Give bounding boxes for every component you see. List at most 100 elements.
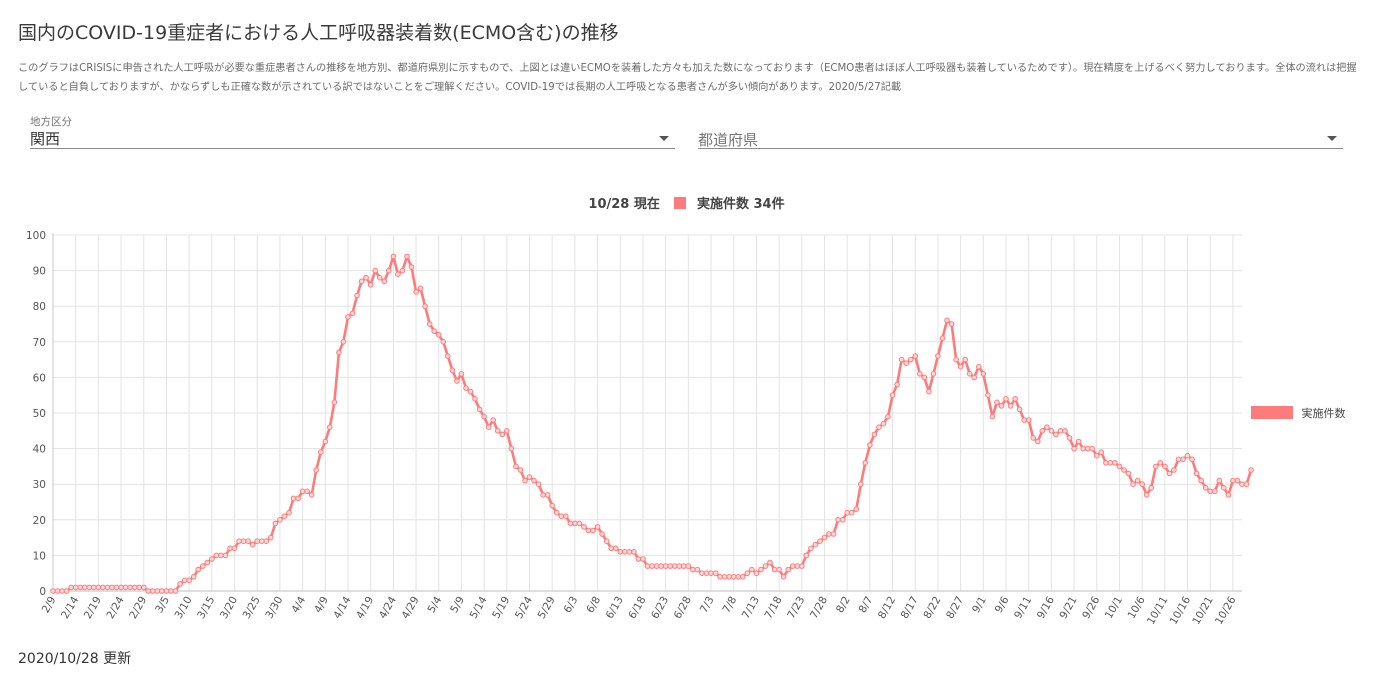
data-point bbox=[499, 431, 506, 438]
x-tick-label: 5/29 bbox=[536, 595, 558, 621]
data-point bbox=[1007, 403, 1014, 409]
data-point bbox=[631, 549, 637, 555]
data-point bbox=[322, 438, 329, 445]
data-point bbox=[435, 331, 442, 338]
x-tick-label: 5/14 bbox=[468, 594, 490, 621]
chart-legend[interactable]: 実施件数 bbox=[1251, 405, 1346, 421]
x-tick-label: 10/6 bbox=[1126, 594, 1148, 621]
data-point bbox=[195, 566, 201, 573]
x-tick-label: 10/11 bbox=[1145, 595, 1171, 627]
data-point bbox=[467, 388, 474, 395]
data-point bbox=[331, 399, 338, 406]
data-point bbox=[612, 545, 619, 552]
data-point bbox=[517, 467, 524, 473]
data-point bbox=[708, 570, 714, 577]
data-point bbox=[785, 566, 792, 573]
data-point bbox=[867, 442, 873, 448]
y-tick-label: 70 bbox=[33, 337, 46, 349]
data-point bbox=[681, 563, 687, 569]
data-point bbox=[1221, 485, 1227, 491]
x-tick-label: 7/8 bbox=[720, 595, 739, 616]
data-point bbox=[726, 574, 733, 580]
x-tick-label: 7/18 bbox=[763, 595, 785, 621]
data-point bbox=[1166, 470, 1173, 477]
page-description: このグラフはCRISISに申告された人工呼吸が必要な重症患者さんの推移を地方別、… bbox=[18, 63, 1357, 93]
chevron-down-icon[interactable] bbox=[659, 136, 669, 141]
data-point bbox=[576, 520, 583, 527]
data-point bbox=[218, 552, 224, 559]
data-point bbox=[513, 463, 519, 470]
data-point bbox=[885, 413, 891, 420]
data-point bbox=[889, 392, 896, 399]
data-point bbox=[935, 353, 941, 359]
data-point bbox=[50, 588, 56, 594]
data-point bbox=[844, 509, 851, 516]
data-point bbox=[263, 538, 270, 545]
data-point bbox=[1035, 438, 1041, 445]
data-point bbox=[358, 278, 365, 285]
data-point bbox=[259, 538, 265, 545]
legend-label: 実施件数 bbox=[1301, 407, 1346, 420]
data-point bbox=[1125, 470, 1132, 477]
data-point bbox=[417, 285, 424, 292]
data-point bbox=[154, 588, 161, 594]
data-point bbox=[676, 563, 683, 569]
data-point bbox=[658, 563, 664, 569]
data-point bbox=[572, 520, 578, 527]
data-point bbox=[957, 363, 964, 370]
data-point bbox=[494, 428, 501, 434]
data-point bbox=[240, 538, 247, 545]
data-point bbox=[1084, 445, 1091, 452]
data-point bbox=[345, 314, 351, 320]
data-point bbox=[1225, 492, 1232, 498]
data-point bbox=[181, 577, 188, 584]
x-tick-label: 9/16 bbox=[1035, 594, 1057, 621]
data-point bbox=[594, 524, 601, 530]
x-tick-label: 3/30 bbox=[263, 595, 285, 621]
data-point bbox=[1075, 438, 1082, 445]
data-point bbox=[100, 584, 106, 591]
data-point bbox=[1057, 428, 1064, 434]
data-point bbox=[553, 509, 560, 516]
data-point bbox=[744, 570, 751, 577]
data-point bbox=[821, 534, 828, 541]
data-point bbox=[740, 574, 746, 580]
x-tick-label: 4/14 bbox=[331, 594, 353, 621]
y-tick-label: 80 bbox=[33, 301, 46, 313]
data-point bbox=[426, 321, 433, 327]
data-point bbox=[808, 545, 814, 552]
data-point bbox=[1089, 445, 1095, 452]
chevron-down-icon[interactable] bbox=[1327, 136, 1337, 141]
data-point bbox=[753, 570, 760, 577]
data-point bbox=[449, 367, 456, 374]
data-point bbox=[1012, 396, 1018, 402]
region-select[interactable]: 地方区分 関西 bbox=[30, 114, 675, 149]
data-point bbox=[150, 588, 156, 594]
x-tick-label: 2/29 bbox=[127, 595, 149, 621]
y-tick-label: 10 bbox=[33, 550, 46, 562]
x-tick-label: 7/28 bbox=[808, 595, 830, 621]
x-tick-label: 2/19 bbox=[82, 595, 104, 621]
x-tick-label: 3/5 bbox=[153, 595, 172, 616]
x-tick-label: 6/3 bbox=[562, 595, 581, 616]
prefecture-select[interactable]: 都道府県 bbox=[698, 114, 1343, 149]
data-point bbox=[1094, 452, 1100, 459]
data-point bbox=[1248, 467, 1254, 473]
data-point bbox=[1003, 396, 1009, 402]
data-point bbox=[662, 563, 669, 569]
x-tick-label: 8/2 bbox=[834, 595, 853, 616]
chart-header-count: 34件 bbox=[753, 197, 785, 212]
data-point bbox=[1234, 477, 1241, 484]
data-point bbox=[122, 584, 129, 591]
x-tick-label: 9/11 bbox=[1012, 595, 1034, 621]
data-point bbox=[308, 492, 315, 498]
data-point bbox=[454, 378, 460, 384]
data-point bbox=[694, 566, 701, 573]
data-point bbox=[1157, 460, 1164, 466]
data-point bbox=[898, 356, 905, 363]
data-point bbox=[227, 545, 233, 552]
data-point bbox=[327, 424, 333, 431]
data-point bbox=[812, 541, 819, 548]
data-point bbox=[526, 474, 533, 480]
